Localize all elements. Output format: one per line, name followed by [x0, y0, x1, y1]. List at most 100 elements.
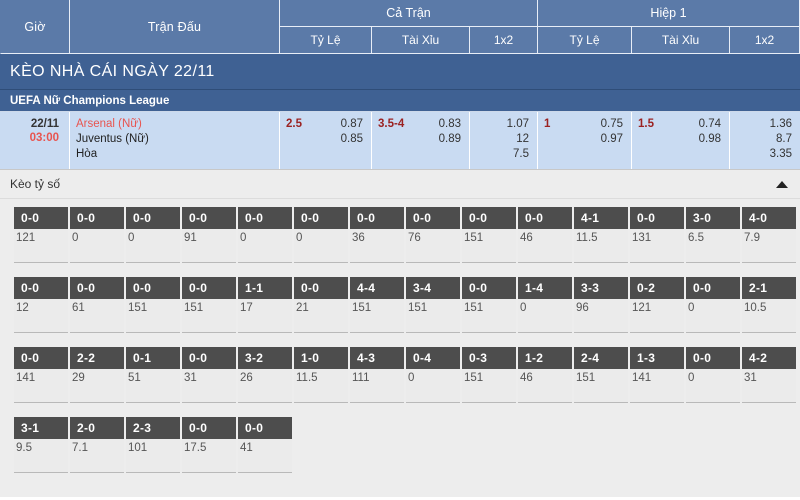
score-odds-card[interactable]: 0-1 51 [126, 347, 180, 403]
score-odds-card[interactable]: 2-3 101 [126, 417, 180, 473]
score-badge: 0-0 [14, 207, 68, 229]
score-odds-card[interactable]: 3-3 96 [574, 277, 628, 333]
score-odd-value: 151 [406, 299, 460, 333]
table-row[interactable]: 22/11 03:00 Arsenal (Nữ) Juventus (Nữ) H… [0, 112, 800, 169]
score-odds-card[interactable]: 0-0 0 [686, 347, 740, 403]
half-1x2-value-3: 3.35 [769, 148, 792, 160]
score-odds-card[interactable]: 3-0 6.5 [686, 207, 740, 263]
odds-half-taixiu[interactable]: 1.5 0.74 0.98 [632, 112, 730, 169]
score-odds-card[interactable]: 4-3 111 [350, 347, 404, 403]
score-odds-card[interactable]: 1-3 141 [630, 347, 684, 403]
odds-full-1x2[interactable]: 1.07 12 7.5 [470, 112, 538, 169]
score-odd-value: 17.5 [182, 439, 236, 473]
column-header-half-taixiu: Tài Xỉu [632, 27, 730, 54]
score-badge: 3-3 [574, 277, 628, 299]
odds-half-1x2[interactable]: 1.36 8.7 3.35 [730, 112, 800, 169]
score-badge: 3-0 [686, 207, 740, 229]
score-odds-card[interactable]: 1-0 11.5 [294, 347, 348, 403]
score-odds-card[interactable]: 2-4 151 [574, 347, 628, 403]
page-title: KÈO NHÀ CÁI NGÀY 22/11 [0, 54, 800, 90]
score-odds-card[interactable]: 1-2 46 [518, 347, 572, 403]
score-badge: 2-4 [574, 347, 628, 369]
score-odd-value: 0 [686, 369, 740, 403]
away-team-name: Juventus (Nữ) [76, 133, 149, 145]
score-odds-card[interactable]: 0-0 21 [294, 277, 348, 333]
score-odds-card[interactable]: 0-0 131 [630, 207, 684, 263]
score-badge: 0-3 [462, 347, 516, 369]
score-badge: 0-2 [630, 277, 684, 299]
score-odd-value: 111 [350, 369, 404, 403]
score-odds-card[interactable]: 0-0 141 [14, 347, 68, 403]
score-odds-card[interactable]: 0-4 0 [406, 347, 460, 403]
score-odd-value: 151 [126, 299, 180, 333]
full-1x2-value-3: 7.5 [513, 148, 529, 160]
score-odd-value: 41 [238, 439, 292, 473]
score-odd-value: 10.5 [742, 299, 796, 333]
score-odd-value: 46 [518, 229, 572, 263]
score-odds-card[interactable]: 2-0 7.1 [70, 417, 124, 473]
caret-up-icon[interactable] [776, 180, 788, 188]
score-badge: 0-0 [14, 347, 68, 369]
score-odds-card[interactable]: 0-3 151 [462, 347, 516, 403]
score-odds-card[interactable]: 2-1 10.5 [742, 277, 796, 333]
table-header: Giờ Trận Đấu Cả Trận Tỷ Lệ Tài Xỉu 1x2 H… [0, 0, 800, 54]
column-group-ca-tran: Cả Trận Tỷ Lệ Tài Xỉu 1x2 [280, 0, 538, 54]
odds-full-taixiu[interactable]: 3.5-4 0.83 0.89 [372, 112, 470, 169]
score-odd-value: 151 [350, 299, 404, 333]
score-odds-card[interactable]: 4-1 11.5 [574, 207, 628, 263]
score-odd-value: 11.5 [574, 229, 628, 263]
odds-half-tyle[interactable]: 1 0.75 0.97 [538, 112, 632, 169]
score-badge: 3-1 [14, 417, 68, 439]
score-badge: 0-0 [182, 417, 236, 439]
score-odd-value: 0 [518, 299, 572, 333]
score-odds-card[interactable]: 3-2 26 [238, 347, 292, 403]
score-odds-card[interactable]: 4-0 7.9 [742, 207, 796, 263]
score-odds-card[interactable]: 0-0 151 [182, 277, 236, 333]
match-time-cell: 22/11 03:00 [0, 112, 70, 169]
score-odds-label: Kèo tỷ số [10, 177, 61, 191]
score-odds-card[interactable]: 4-4 151 [350, 277, 404, 333]
odds-full-tyle[interactable]: 2.5 0.87 0.85 [280, 112, 372, 169]
score-odds-card[interactable]: 0-0 76 [406, 207, 460, 263]
score-badge: 0-0 [686, 277, 740, 299]
score-odds-card[interactable]: 0-0 91 [182, 207, 236, 263]
score-odds-card[interactable]: 3-1 9.5 [14, 417, 68, 473]
score-odds-card[interactable]: 4-2 31 [742, 347, 796, 403]
score-odds-card[interactable]: 2-2 29 [70, 347, 124, 403]
score-odds-card[interactable]: 1-4 0 [518, 277, 572, 333]
score-odds-card[interactable]: 0-0 12 [14, 277, 68, 333]
score-odds-card[interactable]: 0-0 46 [518, 207, 572, 263]
score-odds-card[interactable]: 0-0 17.5 [182, 417, 236, 473]
score-odds-card[interactable]: 0-0 151 [462, 207, 516, 263]
league-header[interactable]: UEFA Nữ Champions League [0, 90, 800, 112]
score-odds-card[interactable]: 0-0 151 [126, 277, 180, 333]
score-odds-card[interactable]: 0-0 0 [294, 207, 348, 263]
score-odd-value: 11.5 [294, 369, 348, 403]
score-odd-value: 151 [462, 299, 516, 333]
score-odds-card[interactable]: 0-0 121 [14, 207, 68, 263]
score-odds-card[interactable]: 0-0 61 [70, 277, 124, 333]
score-odds-card[interactable]: 0-0 0 [70, 207, 124, 263]
score-odds-section-header[interactable]: Kèo tỷ số [0, 169, 800, 199]
score-odds-card[interactable]: 0-2 121 [630, 277, 684, 333]
score-odds-card[interactable]: 0-0 41 [238, 417, 292, 473]
full-taixiu-value-2: 0.89 [438, 133, 461, 145]
score-badge: 0-4 [406, 347, 460, 369]
score-badge: 3-4 [406, 277, 460, 299]
score-odd-value: 6.5 [686, 229, 740, 263]
score-odds-card[interactable]: 3-4 151 [406, 277, 460, 333]
score-odds-card[interactable]: 0-0 36 [350, 207, 404, 263]
score-odds-row: 3-1 9.5 2-0 7.1 2-3 101 0-0 17.5 0-0 41 [14, 417, 800, 473]
score-badge: 0-0 [182, 277, 236, 299]
score-badge: 1-0 [294, 347, 348, 369]
score-odds-card[interactable]: 1-1 17 [238, 277, 292, 333]
score-odd-value: 9.5 [14, 439, 68, 473]
score-badge: 0-0 [294, 277, 348, 299]
column-header-half-tyle: Tỷ Lệ [538, 27, 632, 54]
score-badge: 3-2 [238, 347, 292, 369]
score-odds-card[interactable]: 0-0 0 [686, 277, 740, 333]
score-odds-card[interactable]: 0-0 31 [182, 347, 236, 403]
score-odds-card[interactable]: 0-0 0 [238, 207, 292, 263]
score-odds-card[interactable]: 0-0 0 [126, 207, 180, 263]
score-odds-card[interactable]: 0-0 151 [462, 277, 516, 333]
